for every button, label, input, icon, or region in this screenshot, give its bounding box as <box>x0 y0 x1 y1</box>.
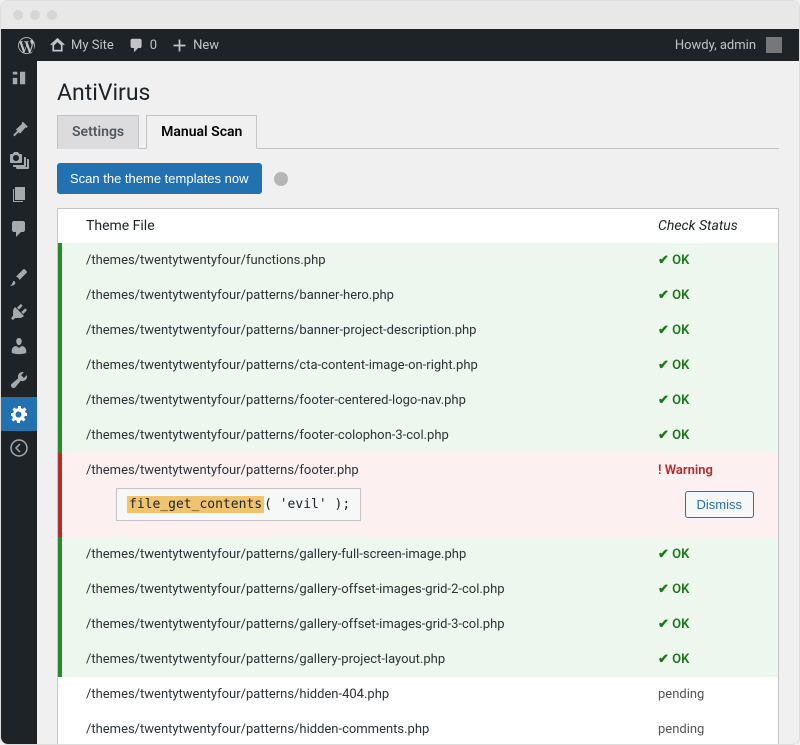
table-row: /themes/twentytwentyfour/patterns/galler… <box>58 537 778 572</box>
comments-link[interactable]: 0 <box>121 29 164 61</box>
code-snippet: file_get_contents( 'evil' ); <box>116 488 361 521</box>
file-path: /themes/twentytwentyfour/patterns/footer… <box>62 393 658 408</box>
table-header: Theme File Check Status <box>58 209 778 243</box>
browser-frame: My Site 0 New Howdy, admin <box>0 0 800 745</box>
file-status: pending <box>658 722 778 737</box>
file-status: ✔ OK <box>658 428 778 443</box>
file-path: /themes/twentytwentyfour/patterns/footer… <box>62 428 658 443</box>
file-path: /themes/twentytwentyfour/patterns/galler… <box>62 652 658 667</box>
menu-tools[interactable] <box>1 363 37 397</box>
page-title: AntiVirus <box>57 61 779 115</box>
table-row: /themes/twentytwentyfour/patterns/galler… <box>58 607 778 642</box>
menu-comments[interactable] <box>1 212 37 246</box>
file-path: /themes/twentytwentyfour/patterns/hidden… <box>62 687 658 702</box>
comment-count: 0 <box>150 38 157 53</box>
code-highlight: file_get_contents <box>127 496 264 513</box>
scan-results-table: Theme File Check Status /themes/twentytw… <box>57 208 779 744</box>
file-path: /themes/twentytwentyfour/patterns/cta-co… <box>62 358 658 373</box>
user-icon <box>9 336 29 356</box>
scan-now-button[interactable]: Scan the theme templates now <box>57 163 262 194</box>
menu-appearance[interactable] <box>1 261 37 295</box>
admin-sidebar <box>1 61 37 744</box>
table-row: /themes/twentytwentyfour/patterns/footer… <box>58 453 778 537</box>
plus-icon <box>171 37 188 54</box>
tools-icon <box>9 370 29 390</box>
menu-posts[interactable] <box>1 110 37 144</box>
my-account-link[interactable]: Howdy, admin <box>668 29 789 61</box>
new-content-label: New <box>193 38 219 53</box>
file-path: /themes/twentytwentyfour/patterns/footer… <box>62 463 658 478</box>
table-row: /themes/twentytwentyfour/patterns/footer… <box>58 418 778 453</box>
file-status: ✔ OK <box>658 582 778 597</box>
file-status: ✔ OK <box>658 253 778 268</box>
avatar-icon <box>766 37 782 53</box>
traffic-minimize-icon[interactable] <box>30 10 40 20</box>
file-status: ✔ OK <box>658 547 778 562</box>
site-name-link[interactable]: My Site <box>42 29 121 61</box>
file-status: pending <box>658 687 778 702</box>
new-content-link[interactable]: New <box>164 29 226 61</box>
table-row: /themes/twentytwentyfour/patterns/hidden… <box>58 677 778 712</box>
menu-dashboard[interactable] <box>1 61 37 95</box>
table-row: /themes/twentytwentyfour/patterns/cta-co… <box>58 348 778 383</box>
table-row: /themes/twentytwentyfour/patterns/footer… <box>58 383 778 418</box>
nav-tabs: Settings Manual Scan <box>57 115 779 149</box>
file-path: /themes/twentytwentyfour/functions.php <box>62 253 658 268</box>
wp-logo-menu[interactable] <box>11 29 42 61</box>
dismiss-button[interactable]: Dismiss <box>685 491 755 518</box>
dashboard-icon <box>9 68 29 88</box>
tab-manual-scan[interactable]: Manual Scan <box>146 115 257 149</box>
menu-collapse[interactable] <box>1 431 37 465</box>
brush-icon <box>9 268 29 288</box>
plugin-icon <box>9 302 29 322</box>
file-path: /themes/twentytwentyfour/patterns/banner… <box>62 323 658 338</box>
main-content: AntiVirus Settings Manual Scan Scan the … <box>37 61 799 744</box>
menu-pages[interactable] <box>1 178 37 212</box>
collapse-icon <box>9 438 29 458</box>
comments-icon <box>9 219 29 239</box>
tab-settings[interactable]: Settings <box>57 115 139 149</box>
wp-adminbar: My Site 0 New Howdy, admin <box>1 29 799 61</box>
table-row: /themes/twentytwentyfour/patterns/banner… <box>58 313 778 348</box>
table-row: /themes/twentytwentyfour/patterns/banner… <box>58 278 778 313</box>
file-path: /themes/twentytwentyfour/patterns/banner… <box>62 288 658 303</box>
table-row: /themes/twentytwentyfour/patterns/galler… <box>58 642 778 677</box>
file-status: ✔ OK <box>658 323 778 338</box>
browser-titlebar <box>1 1 799 29</box>
file-status: ✔ OK <box>658 393 778 408</box>
home-icon <box>49 37 66 54</box>
traffic-close-icon[interactable] <box>13 10 23 20</box>
file-status: ✔ OK <box>658 358 778 373</box>
media-icon <box>9 151 29 171</box>
greeting-label: Howdy, admin <box>675 38 756 53</box>
menu-media[interactable] <box>1 144 37 178</box>
file-path: /themes/twentytwentyfour/patterns/galler… <box>62 617 658 632</box>
menu-settings[interactable] <box>1 397 37 431</box>
code-rest: ( 'evil' ); <box>264 497 350 512</box>
traffic-zoom-icon[interactable] <box>47 10 57 20</box>
menu-plugins[interactable] <box>1 295 37 329</box>
file-status: ✔ OK <box>658 617 778 632</box>
header-check-status: Check Status <box>658 218 778 234</box>
file-path: /themes/twentytwentyfour/patterns/galler… <box>62 582 658 597</box>
file-path: /themes/twentytwentyfour/patterns/hidden… <box>62 722 658 737</box>
site-name-label: My Site <box>71 38 114 53</box>
header-theme-file: Theme File <box>58 218 658 234</box>
pin-icon <box>9 117 29 137</box>
page-icon <box>9 185 29 205</box>
table-row: /themes/twentytwentyfour/functions.php✔ … <box>58 243 778 278</box>
comment-icon <box>128 37 145 54</box>
file-status: ✔ OK <box>658 652 778 667</box>
menu-users[interactable] <box>1 329 37 363</box>
table-row: /themes/twentytwentyfour/patterns/galler… <box>58 572 778 607</box>
wordpress-icon <box>18 37 35 54</box>
spinner-icon <box>274 172 288 186</box>
table-row: /themes/twentytwentyfour/patterns/hidden… <box>58 712 778 744</box>
warning-detail: file_get_contents( 'evil' ); Dismiss <box>62 478 778 527</box>
file-status: ! Warning <box>658 463 778 478</box>
file-path: /themes/twentytwentyfour/patterns/galler… <box>62 547 658 562</box>
file-status: ✔ OK <box>658 288 778 303</box>
settings-icon <box>9 404 29 424</box>
